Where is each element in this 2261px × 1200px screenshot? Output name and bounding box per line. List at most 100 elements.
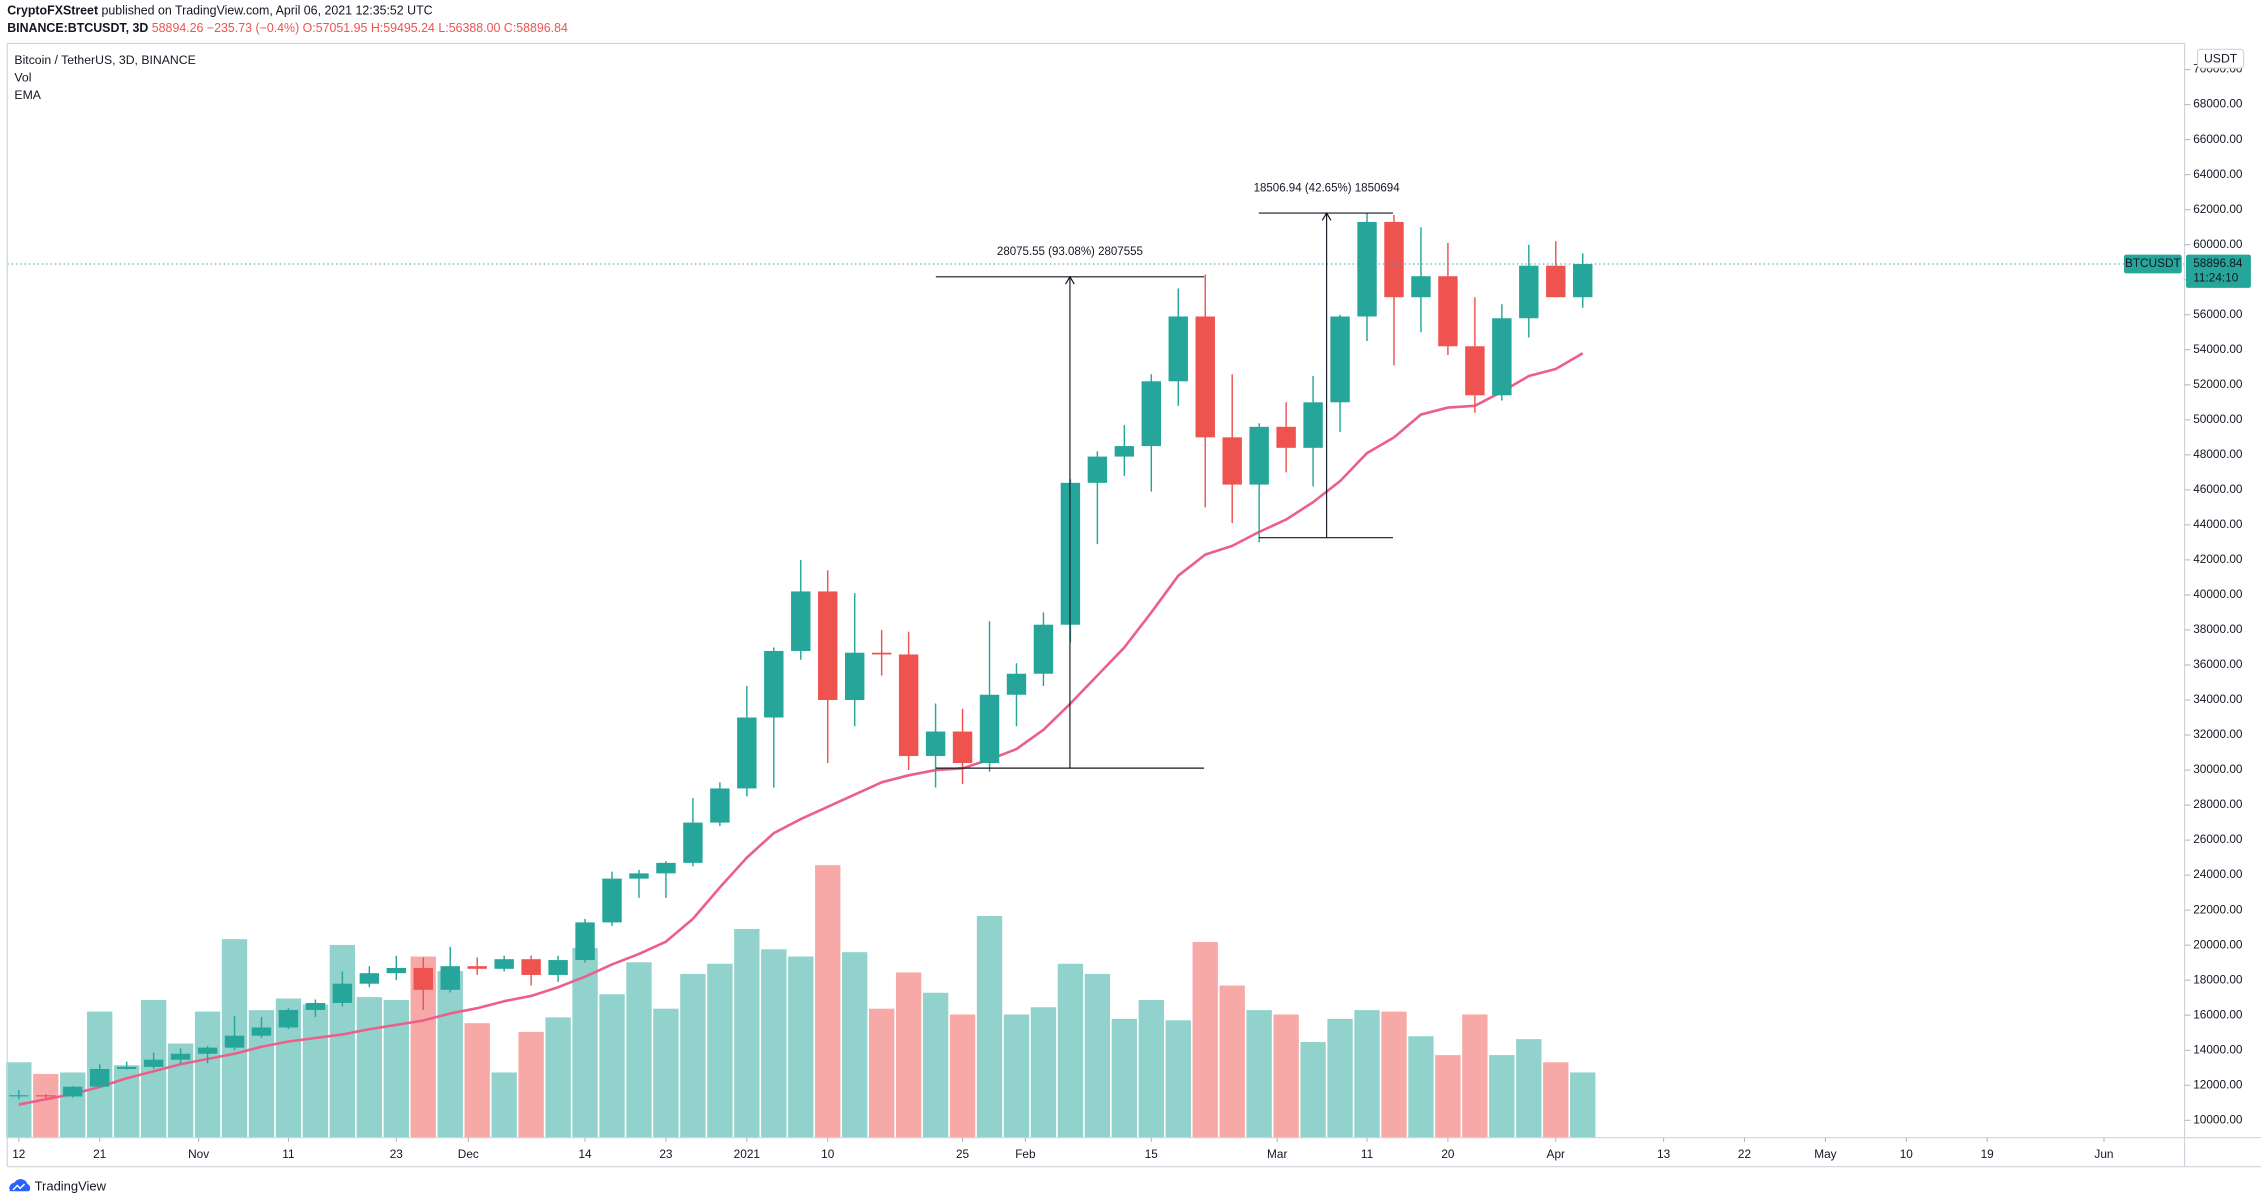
volume-bar — [1246, 1010, 1272, 1138]
volume-bar — [356, 997, 383, 1138]
candle-body — [1465, 346, 1485, 396]
candle-body — [764, 650, 784, 718]
x-tick-label: 15 — [1145, 1147, 1159, 1161]
candle-body — [305, 1002, 326, 1010]
candle-body — [494, 959, 514, 969]
y-tick-label: 56000.00 — [2193, 307, 2243, 321]
candle-body — [952, 731, 973, 764]
volume-bar — [761, 949, 787, 1138]
volume-bar — [707, 963, 733, 1138]
x-tick-label: 22 — [1738, 1147, 1751, 1161]
y-tick-label: 52000.00 — [2193, 377, 2243, 391]
y-tick-label: 14000.00 — [2193, 1042, 2243, 1056]
candle-body — [1249, 426, 1269, 485]
candle-body — [1276, 426, 1296, 448]
volume-bar — [1327, 1018, 1353, 1138]
candle-body — [170, 1053, 191, 1060]
volume-bar — [1273, 1014, 1299, 1138]
volume-bar — [464, 1023, 490, 1138]
header-line: CryptoFXStreet published on TradingView.… — [7, 4, 432, 18]
volume-bar — [949, 1014, 976, 1138]
candle-body — [548, 960, 568, 975]
axis-layer: 10000.00 12000.00 14000.00 16000.00 18000.00… — [12, 62, 2251, 1161]
candle-body — [332, 983, 353, 1003]
candle-body — [1384, 221, 1404, 298]
candle-body — [224, 1035, 245, 1048]
x-tick-label: 10 — [1900, 1147, 1914, 1161]
candle-body — [63, 1086, 83, 1097]
candle-body — [1114, 446, 1135, 457]
candle-body — [629, 873, 649, 879]
volume-bar — [1003, 1014, 1030, 1138]
volume-bar — [1165, 1020, 1191, 1138]
candle-body — [1087, 456, 1108, 483]
quote: 58894.26 −235.73 (−0.4%) O:57051.95 H:59… — [152, 21, 568, 35]
volume-bar — [1192, 942, 1218, 1138]
y-tick-label: 38000.00 — [2193, 622, 2243, 636]
volume-bar — [599, 994, 625, 1138]
volume-bar — [680, 973, 706, 1138]
volume-bar — [302, 1004, 329, 1138]
x-tick-label: Feb — [1015, 1147, 1036, 1161]
candle-body — [710, 788, 730, 823]
candle-body — [1222, 437, 1242, 485]
published: published on TradingView.com, April 06, … — [102, 4, 433, 18]
candle-body — [871, 652, 892, 655]
x-tick-label: Nov — [188, 1147, 209, 1161]
candle-body — [143, 1059, 164, 1067]
legend-vol: Vol — [14, 70, 31, 84]
currency-box — [2196, 48, 2245, 69]
symbol-tag: BTCUSDT — [2125, 256, 2181, 270]
y-tick-label: 54000.00 — [2193, 342, 2243, 356]
candle-body — [197, 1047, 218, 1054]
volume-bar — [922, 992, 949, 1138]
y-tick-label: 62000.00 — [2193, 202, 2243, 216]
x-tick-label: 14 — [578, 1147, 592, 1161]
measure-arrowhead — [1065, 275, 1075, 285]
volume-bar — [1381, 1011, 1407, 1138]
y-tick-label: 42000.00 — [2193, 552, 2243, 566]
volume-bar — [842, 952, 868, 1138]
candle-body — [9, 1095, 29, 1097]
x-tick-label: Jun — [2094, 1147, 2113, 1161]
y-tick-label: 34000.00 — [2193, 692, 2243, 706]
price-layer: 28075.55 (93.08%) 2807555 18506.94 (42.65… — [7, 182, 2185, 1106]
volume-bar — [868, 1008, 895, 1138]
y-tick-label: 18000.00 — [2193, 972, 2243, 986]
candle-body — [1303, 402, 1323, 448]
candle-body — [440, 966, 460, 990]
candle-body — [979, 694, 1000, 764]
x-tick-label: 12 — [12, 1147, 25, 1161]
x-tick-label: 21 — [93, 1147, 107, 1161]
publisher: CryptoFXStreet — [7, 4, 98, 18]
legend-ema: EMA — [14, 88, 41, 102]
y-tick-label: 44000.00 — [2193, 517, 2243, 531]
volume-bar — [1543, 1062, 1569, 1138]
y-tick-label: 32000.00 — [2193, 727, 2243, 741]
x-tick-label: Apr — [1547, 1147, 1565, 1161]
x-tick-label: 2021 — [734, 1147, 761, 1161]
y-tick-label: 24000.00 — [2193, 867, 2243, 881]
x-tick-label: 19 — [1981, 1147, 1995, 1161]
volume-bar — [545, 1017, 571, 1138]
y-tick-label: 64000.00 — [2193, 167, 2243, 181]
candle-body — [1033, 624, 1054, 674]
quote-line: BINANCE:BTCUSDT, 3D 58894.26 −235.73 (−0… — [7, 21, 568, 35]
volume-bar — [1489, 1055, 1515, 1138]
x-tick-label: Mar — [1267, 1147, 1287, 1161]
candle-body — [1141, 381, 1162, 447]
volume-bar — [60, 1072, 86, 1138]
candle-body — [1546, 265, 1566, 298]
y-tick-label: 10000.00 — [2193, 1112, 2243, 1126]
candle-body — [925, 731, 946, 757]
volume-bar — [1138, 1000, 1164, 1138]
candle-body — [413, 967, 433, 990]
brand-logo — [9, 1179, 31, 1192]
candle-body — [1195, 316, 1215, 438]
candle-body — [386, 967, 407, 974]
y-tick-label: 48000.00 — [2193, 447, 2243, 461]
volume-bar — [33, 1073, 59, 1138]
volume-bar — [1111, 1018, 1138, 1138]
